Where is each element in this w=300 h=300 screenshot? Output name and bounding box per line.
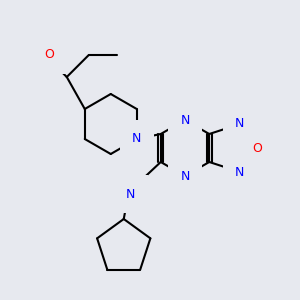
Text: N: N [235, 117, 244, 130]
Text: H: H [117, 189, 125, 199]
Text: N: N [126, 188, 135, 200]
Text: O: O [252, 142, 262, 154]
Text: N: N [132, 133, 141, 146]
Text: N: N [180, 169, 190, 182]
Text: N: N [235, 166, 244, 179]
Text: O: O [44, 49, 54, 62]
Text: H: H [39, 40, 47, 50]
Text: N: N [180, 113, 190, 127]
